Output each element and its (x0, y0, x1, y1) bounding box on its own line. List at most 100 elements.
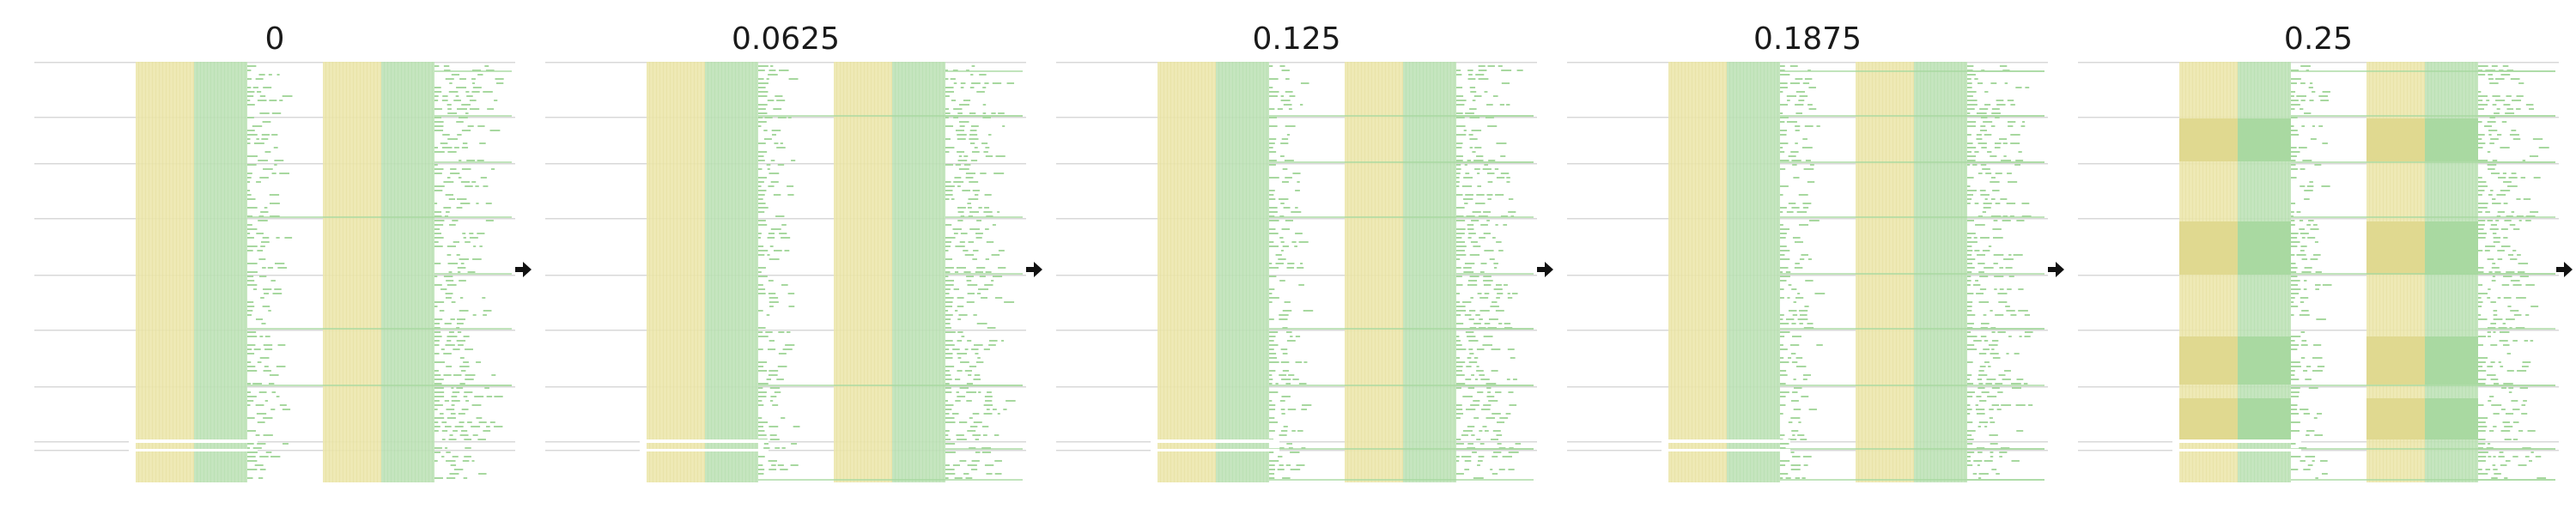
dash-mark (976, 267, 986, 269)
dash-mark (491, 168, 495, 170)
dash-mark (2478, 181, 2487, 183)
band-stroke (1865, 62, 1866, 482)
band-stroke (1705, 62, 1706, 482)
dash-mark (1472, 211, 1481, 213)
dash-mark (1280, 250, 1284, 251)
dash-mark (1456, 361, 1466, 363)
dash-mark (1465, 194, 1473, 196)
dash-mark (276, 396, 280, 397)
dash-mark (2525, 314, 2530, 316)
dash-mark (945, 301, 953, 303)
dash-mark (1303, 310, 1314, 312)
dash-mark (1269, 357, 1278, 359)
dash-mark (1475, 203, 1485, 204)
dash-mark (484, 387, 489, 389)
dash-mark (2296, 211, 2301, 213)
dash-mark (1456, 383, 1466, 385)
dash-mark (2502, 65, 2509, 67)
band-stroke (329, 62, 330, 482)
dash-mark (1508, 451, 1519, 453)
dash-mark (434, 245, 443, 247)
dash-mark (758, 370, 768, 372)
dash-mark (1799, 258, 1805, 260)
trail-mark (1967, 479, 2044, 481)
trail-mark (247, 385, 512, 386)
dash-mark (2493, 314, 2498, 316)
dash-mark (1496, 177, 1505, 179)
trail-mark (2478, 479, 2555, 481)
dash-mark (2300, 357, 2306, 359)
trail-mark (1780, 328, 2044, 330)
trail-mark (1456, 161, 1534, 163)
dash-mark (1269, 301, 1273, 303)
dash-mark (1463, 267, 1472, 269)
trail-mark (1967, 161, 2044, 163)
dash-mark (2015, 87, 2022, 88)
dash-mark (1980, 125, 1986, 127)
band-stroke (1194, 62, 1195, 482)
dash-mark (1801, 477, 1806, 479)
dash-mark (2487, 258, 2494, 260)
dash-mark (945, 190, 953, 191)
dash-mark (957, 306, 964, 307)
dash-mark (1269, 267, 1279, 269)
dash-mark (987, 327, 996, 329)
dash-mark (2006, 310, 2015, 312)
dash-mark (2478, 379, 2487, 380)
band-stroke (159, 62, 160, 482)
dash-mark (1780, 361, 1789, 363)
dash-mark (1499, 417, 1509, 419)
dash-mark (434, 284, 442, 286)
dash-mark (945, 125, 954, 127)
dash-mark (1478, 65, 1485, 67)
dash-mark (2493, 241, 2500, 243)
dash-mark (2478, 95, 2488, 97)
dash-mark (446, 451, 451, 453)
dash-mark (2508, 387, 2514, 389)
band-stroke (1208, 62, 1209, 482)
dash-mark (945, 318, 951, 320)
dash-mark (247, 70, 252, 71)
band-stroke (714, 62, 715, 482)
dash-mark (2304, 112, 2312, 114)
dash-mark (2010, 142, 2020, 144)
trail-mark (1269, 161, 1534, 163)
dash-mark (2505, 460, 2511, 462)
dash-mark (2501, 387, 2506, 389)
dash-mark (445, 447, 448, 449)
band-stroke (1899, 62, 1900, 482)
dash-mark (774, 391, 781, 393)
dash-mark (1780, 258, 1790, 260)
dash-mark (1987, 396, 1997, 397)
dash-mark (2494, 473, 2501, 475)
dash-mark (2291, 456, 2301, 457)
dash-mark (1990, 215, 2002, 217)
dash-mark (1780, 297, 1784, 299)
dash-mark (443, 181, 454, 183)
dash-mark (2478, 366, 2483, 367)
dash-mark (1456, 160, 1463, 161)
dash-mark (945, 391, 952, 393)
dash-mark (1990, 443, 1998, 445)
dash-mark (273, 147, 278, 148)
dash-mark (2291, 336, 2301, 337)
dash-mark (963, 473, 969, 475)
dash-mark (1469, 117, 1480, 118)
band-stroke (1910, 62, 1911, 482)
dash-mark (2507, 254, 2514, 256)
dash-mark (975, 451, 981, 453)
dash-mark (2478, 237, 2486, 239)
dash-mark (1989, 434, 1998, 436)
dash-mark (454, 426, 464, 427)
row-separator (545, 386, 1026, 388)
dash-mark (434, 151, 445, 153)
dash-mark (1780, 233, 1787, 234)
dash-mark (1482, 426, 1487, 427)
dash-mark (434, 130, 444, 131)
dash-mark (1456, 95, 1464, 97)
dash-mark (1794, 267, 1803, 269)
dash-mark (469, 237, 478, 239)
dash-mark (2492, 203, 2501, 204)
dash-mark (775, 215, 785, 217)
dash-mark (1456, 306, 1466, 307)
